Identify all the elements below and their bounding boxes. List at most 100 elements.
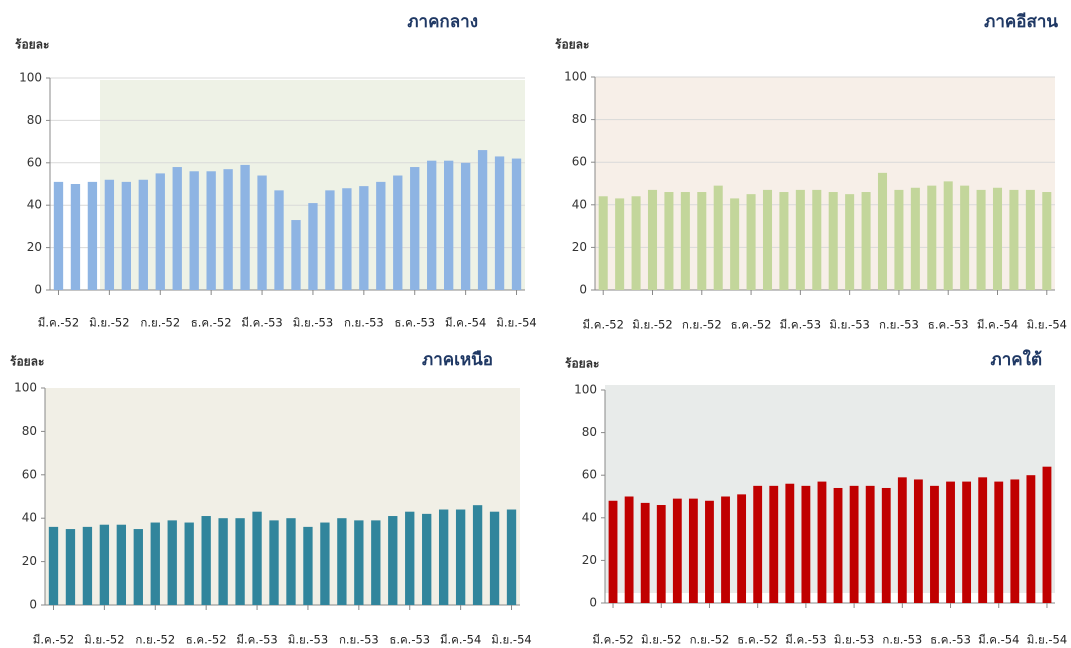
bar — [477, 150, 488, 290]
bar — [664, 192, 674, 290]
x-tick-label: ก.ย.-52 — [135, 633, 175, 647]
bar — [688, 498, 698, 603]
bar — [746, 194, 756, 290]
x-tick-label: มิ.ย.-53 — [829, 318, 869, 332]
bar — [992, 187, 1003, 290]
x-tick-label: ธ.ค.-52 — [186, 633, 227, 647]
bar — [133, 529, 143, 605]
bar — [511, 158, 522, 290]
bar — [121, 181, 132, 290]
x-tick-label: มิ.ย.-53 — [834, 633, 874, 647]
y-axis-label: ร้อยละ — [565, 357, 599, 371]
bar — [269, 520, 279, 605]
y-tick-label: 60 — [572, 155, 587, 169]
bar — [291, 220, 301, 290]
y-tick-label: 0 — [579, 283, 587, 297]
bar — [927, 185, 937, 290]
y-tick-label: 60 — [582, 468, 597, 482]
x-tick-label: มิ.ย.-54 — [1027, 318, 1067, 332]
bar — [53, 181, 64, 290]
bar — [189, 171, 199, 290]
bar — [393, 175, 403, 290]
x-tick-label: มี.ค.-52 — [38, 316, 79, 330]
y-tick-label: 100 — [574, 383, 597, 397]
bar — [99, 524, 110, 605]
bar — [325, 190, 335, 290]
bar — [460, 162, 471, 290]
bar — [489, 511, 500, 605]
bar — [976, 189, 986, 290]
photo-background — [45, 388, 520, 605]
x-tick-label: ธ.ค.-52 — [737, 633, 778, 647]
y-axis-label: ร้อยละ — [10, 355, 44, 369]
x-tick-label: มี.ค.-54 — [977, 318, 1018, 332]
y-tick-label: 100 — [564, 70, 587, 84]
x-tick-label: มิ.ย.-54 — [491, 633, 531, 647]
bar — [116, 524, 127, 605]
bar — [70, 184, 81, 290]
y-tick-label: 20 — [22, 554, 37, 568]
y-tick-label: 80 — [27, 113, 42, 127]
bar — [680, 192, 690, 290]
bar — [960, 185, 970, 290]
bar — [753, 485, 763, 603]
x-tick-label: มี.ค.-53 — [236, 633, 277, 647]
bar — [730, 198, 740, 290]
y-tick-label: 0 — [29, 598, 37, 612]
bar — [930, 485, 939, 603]
bar — [697, 192, 707, 290]
bar — [1042, 192, 1052, 290]
bar — [150, 522, 160, 605]
bar — [410, 167, 420, 290]
x-tick-label: ก.ย.-53 — [879, 318, 919, 332]
bar — [779, 192, 789, 290]
bar — [405, 511, 415, 605]
bar — [705, 500, 714, 603]
bar — [308, 203, 318, 290]
x-tick-label: มี.ค.-54 — [440, 633, 481, 647]
bar — [656, 505, 666, 603]
x-tick-label: ก.ย.-52 — [682, 318, 722, 332]
y-tick-label: 80 — [22, 424, 37, 438]
x-tick-label: มิ.ย.-52 — [84, 633, 124, 647]
chart-title: ภาคใต้ — [991, 349, 1042, 370]
bar — [817, 481, 827, 603]
bar — [881, 487, 891, 603]
bar — [376, 181, 386, 290]
bar — [861, 192, 871, 290]
bar — [994, 481, 1004, 603]
bar — [812, 189, 822, 290]
bar — [640, 502, 650, 603]
bar — [443, 160, 454, 290]
y-tick-label: 60 — [27, 155, 42, 169]
x-tick-label: ธ.ค.-53 — [930, 633, 971, 647]
bar — [252, 511, 262, 605]
bar — [795, 189, 805, 290]
bar — [337, 518, 347, 605]
bar — [598, 196, 608, 290]
bar — [828, 192, 838, 290]
chart-title: ภาคเหนือ — [422, 349, 493, 370]
bar — [769, 485, 779, 603]
bar — [104, 179, 115, 290]
x-tick-label: มิ.ย.-54 — [1027, 633, 1067, 647]
x-tick-label: มี.ค.-52 — [33, 633, 74, 647]
bar — [721, 496, 730, 603]
y-tick-label: 100 — [14, 381, 37, 395]
y-tick-label: 40 — [572, 197, 587, 211]
bar — [235, 518, 245, 605]
bar — [1025, 189, 1035, 290]
x-tick-label: ธ.ค.-52 — [191, 316, 232, 330]
bar — [897, 477, 907, 603]
bar — [910, 187, 920, 290]
bar — [762, 189, 773, 290]
x-tick-label: ธ.ค.-53 — [394, 316, 435, 330]
bar — [455, 509, 466, 605]
bar — [1026, 475, 1036, 603]
bar — [342, 188, 352, 290]
bar — [849, 485, 859, 603]
bar — [201, 516, 211, 605]
bar — [647, 189, 658, 290]
bar — [737, 494, 747, 603]
